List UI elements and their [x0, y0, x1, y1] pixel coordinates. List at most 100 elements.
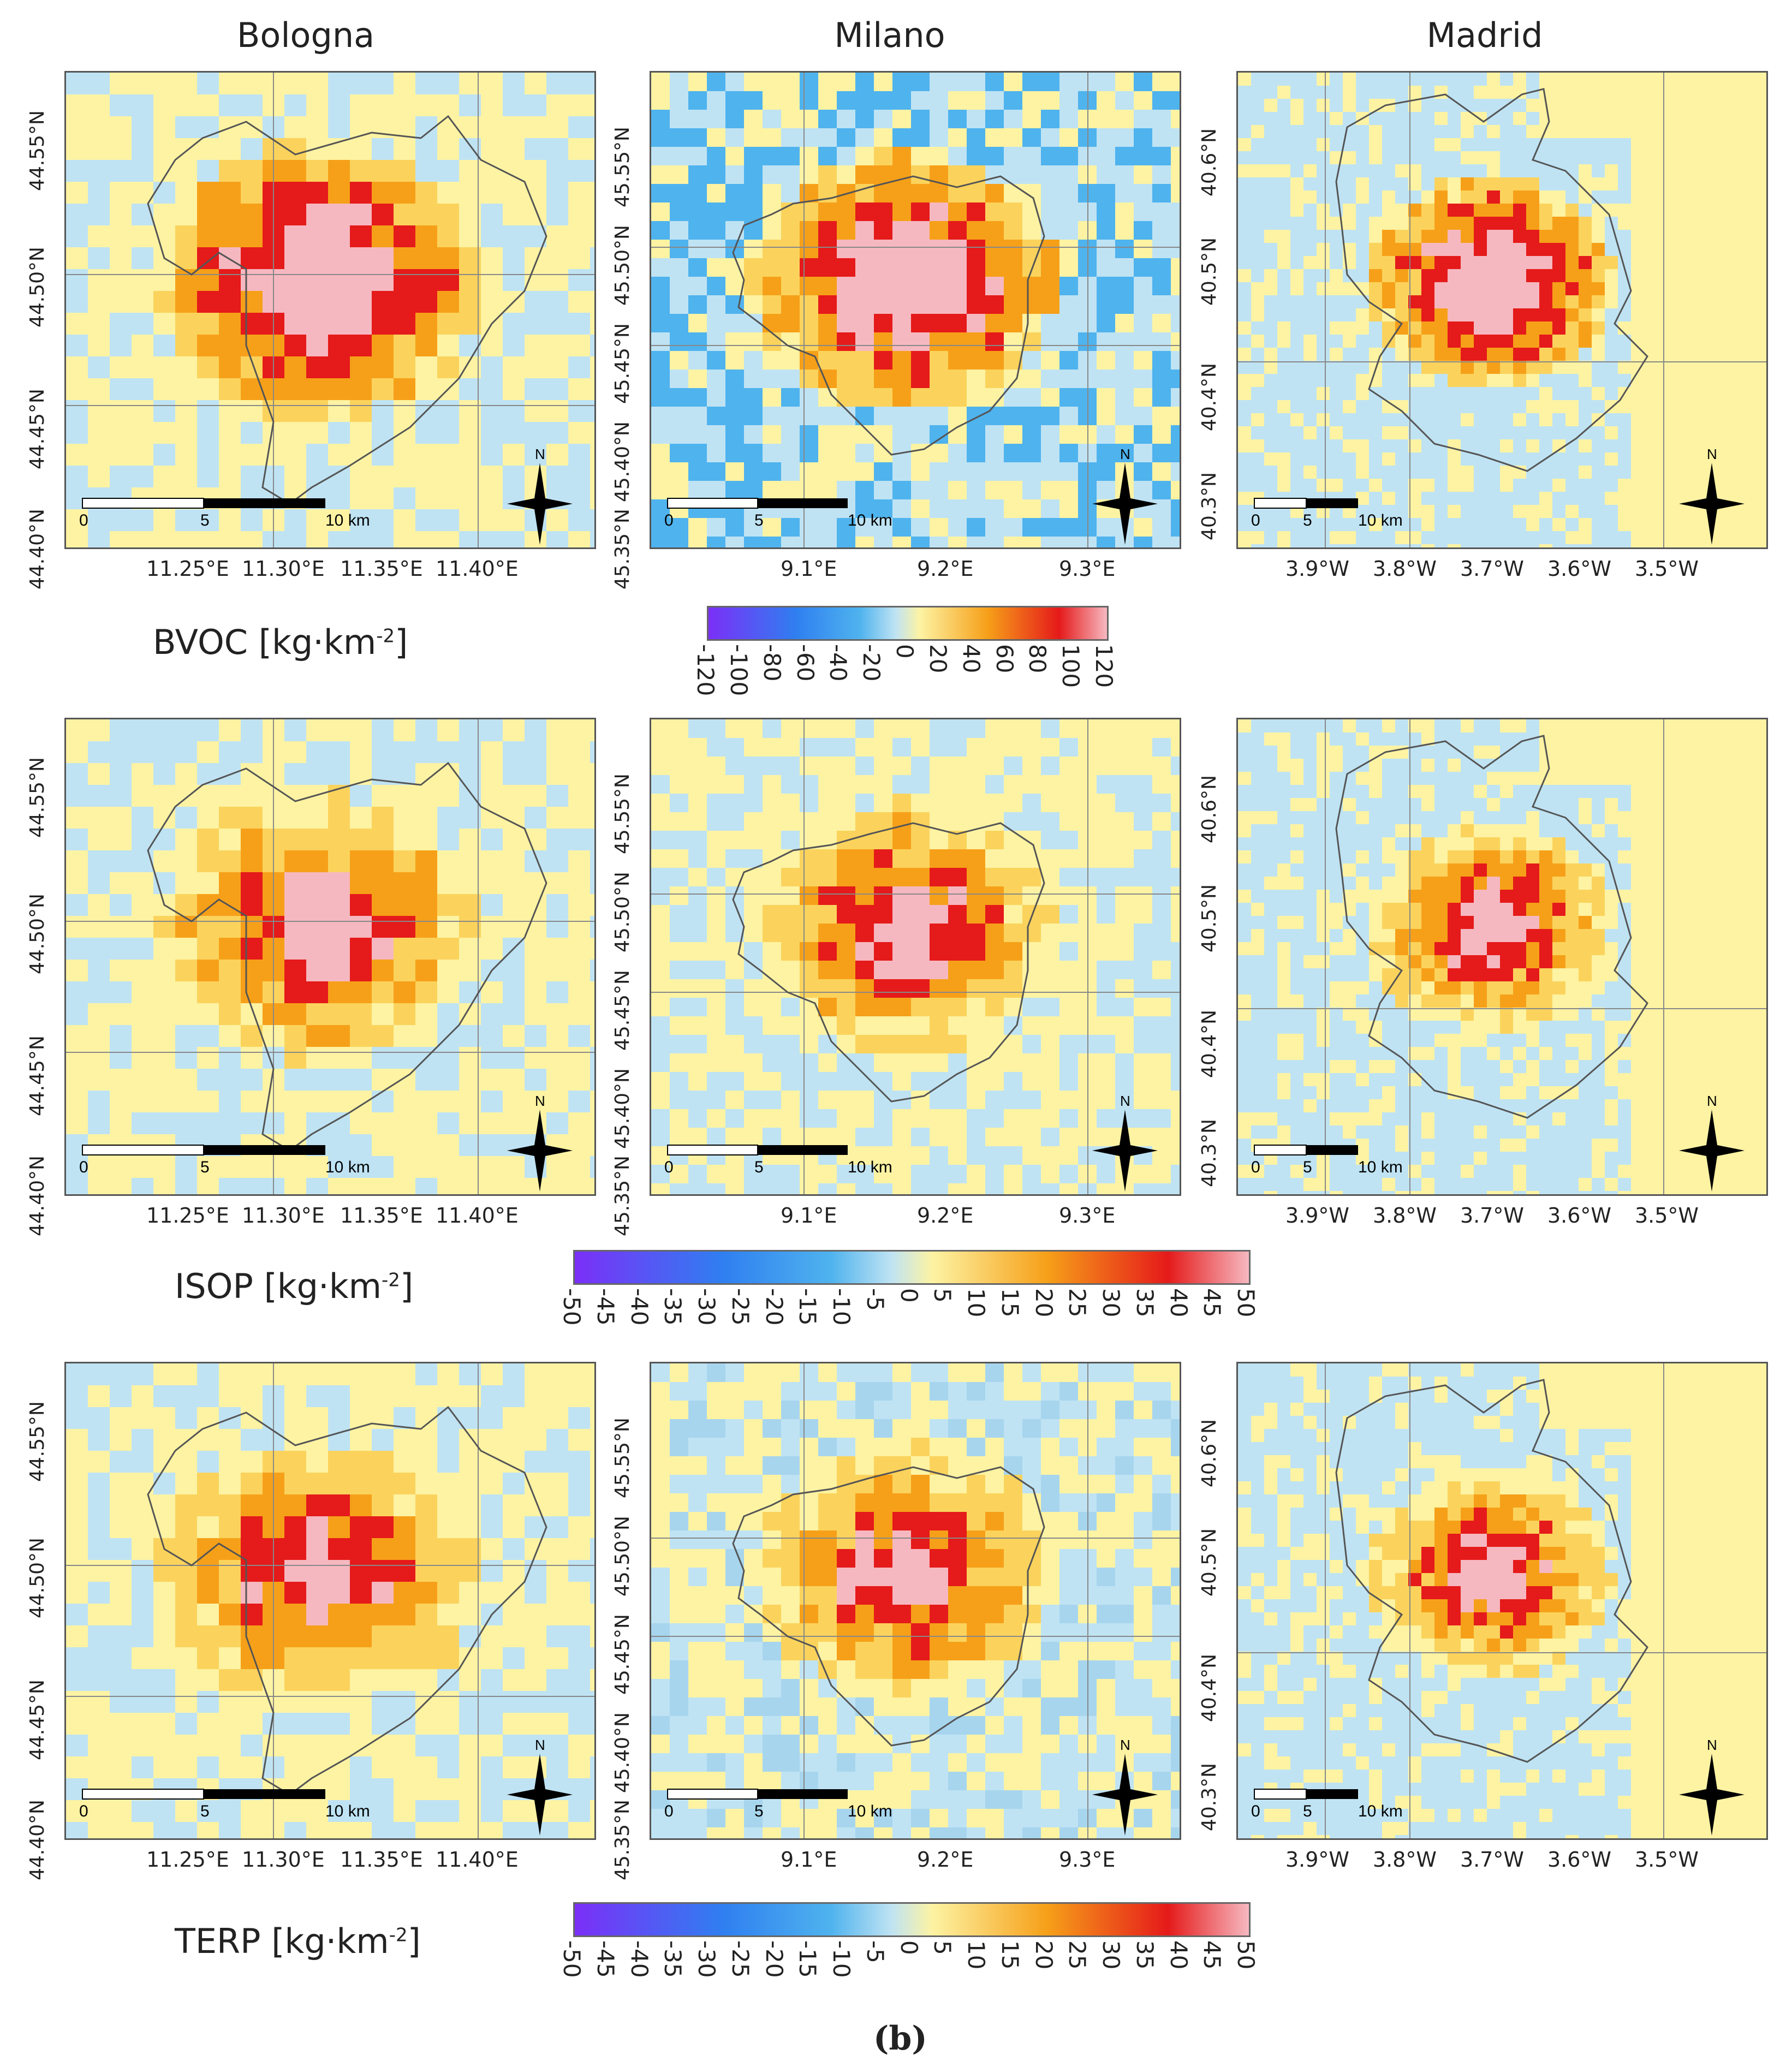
heat-cell [651, 1512, 670, 1530]
heat-cell [372, 1178, 394, 1194]
heat-cell [241, 1385, 263, 1407]
heat-cell [590, 1822, 594, 1838]
heat-cell [1762, 86, 1766, 99]
heat-cell [590, 1473, 594, 1494]
heat-cell [1552, 295, 1565, 308]
heat-cell [1171, 1475, 1180, 1493]
heat-cell [568, 94, 590, 116]
heat-cell [394, 138, 415, 160]
heat-cell [874, 1660, 892, 1679]
heat-cell [1330, 746, 1343, 759]
heat-cell [1343, 335, 1356, 348]
heat-cell [1644, 518, 1657, 531]
heat-cell [1736, 439, 1749, 452]
heat-cell [437, 335, 459, 356]
heat-cell [781, 1530, 800, 1549]
heat-cell [1526, 269, 1539, 282]
heat-cell [503, 1756, 525, 1778]
heat-cell [1382, 269, 1395, 282]
heat-cell [1041, 1827, 1059, 1838]
heat-cell [372, 850, 394, 872]
city-boundary [732, 175, 1045, 456]
heat-cell [1238, 1508, 1251, 1521]
heat-cell [744, 1382, 763, 1401]
heat-cell [1369, 1573, 1382, 1586]
heat-cell [1171, 147, 1180, 165]
heat-cell [1041, 277, 1059, 295]
heat-cell [415, 1582, 437, 1604]
heat-cell [394, 719, 415, 741]
heat-cell [1059, 998, 1078, 1016]
heat-cell [818, 1716, 837, 1735]
heat-cell [855, 961, 874, 979]
heat-cell [1277, 1652, 1290, 1665]
heat-cell [892, 1053, 911, 1072]
heat-cell [818, 1401, 837, 1419]
heat-cell [350, 335, 372, 356]
heat-cell [1723, 955, 1736, 968]
heat-cell [763, 1475, 781, 1493]
heat-cell [1749, 256, 1762, 269]
heat-cell [892, 794, 911, 812]
heat-cell [1434, 1560, 1448, 1573]
heat-cell [1552, 99, 1565, 112]
heat-cell [153, 509, 175, 531]
heat-cell [855, 812, 874, 831]
heat-cell [985, 1053, 1004, 1072]
heat-cell [1487, 73, 1500, 86]
map-bologna-bvoc: 0 5 10 km N [64, 71, 596, 549]
heat-cell [1264, 99, 1277, 112]
heat-cell [1059, 1456, 1078, 1475]
heat-cell [1382, 1178, 1395, 1191]
heat-cell [1461, 850, 1474, 863]
heat-cell [892, 388, 911, 407]
heat-cell [725, 1735, 744, 1753]
heat-cell [568, 1604, 590, 1625]
heat-cell [1264, 348, 1277, 361]
heat-cell [1710, 837, 1723, 850]
heat-cell [1115, 444, 1134, 462]
scalebar-white [82, 1789, 204, 1800]
heat-cell [175, 444, 197, 466]
heat-cell [1552, 243, 1565, 256]
heat-cell [1762, 746, 1766, 759]
heat-cell [546, 1713, 568, 1735]
heat-cell [1565, 942, 1579, 955]
heat-cell [1670, 256, 1683, 269]
heat-cell [967, 1475, 985, 1493]
heat-cell [372, 182, 394, 204]
heat-cell [707, 1735, 725, 1753]
heat-cell [781, 794, 800, 812]
heat-cell [1303, 955, 1317, 968]
heat-cell [306, 509, 328, 531]
heat-cell [1579, 929, 1592, 942]
heat-cell [1041, 1146, 1059, 1165]
heat-cell [707, 165, 725, 184]
heat-cell [1618, 1191, 1631, 1194]
heat-cell [1059, 499, 1078, 518]
heat-cell [197, 247, 219, 269]
heat-cell [1736, 719, 1749, 732]
heat-cell [481, 94, 503, 116]
heat-cell [725, 462, 744, 481]
heat-cell [800, 719, 818, 738]
heat-cell [1670, 413, 1683, 426]
heat-cell [306, 916, 328, 938]
heat-cell [818, 444, 837, 462]
heat-cell [1152, 961, 1171, 979]
heat-cell [241, 1625, 263, 1647]
heat-cell [1041, 1401, 1059, 1419]
heat-cell [1474, 916, 1487, 929]
heat-cell [911, 110, 930, 128]
heat-cell [911, 1419, 930, 1438]
heat-cell [688, 1072, 707, 1091]
heat-cell [306, 1582, 328, 1604]
heat-cell [781, 1660, 800, 1679]
heat-cell [948, 1753, 967, 1772]
heat-cell [153, 269, 175, 291]
heat-cell [892, 1790, 911, 1809]
heat-cell [1723, 361, 1736, 374]
heat-cell [1395, 1639, 1408, 1652]
heat-cell [1500, 1086, 1513, 1099]
heat-cell [1513, 269, 1526, 282]
